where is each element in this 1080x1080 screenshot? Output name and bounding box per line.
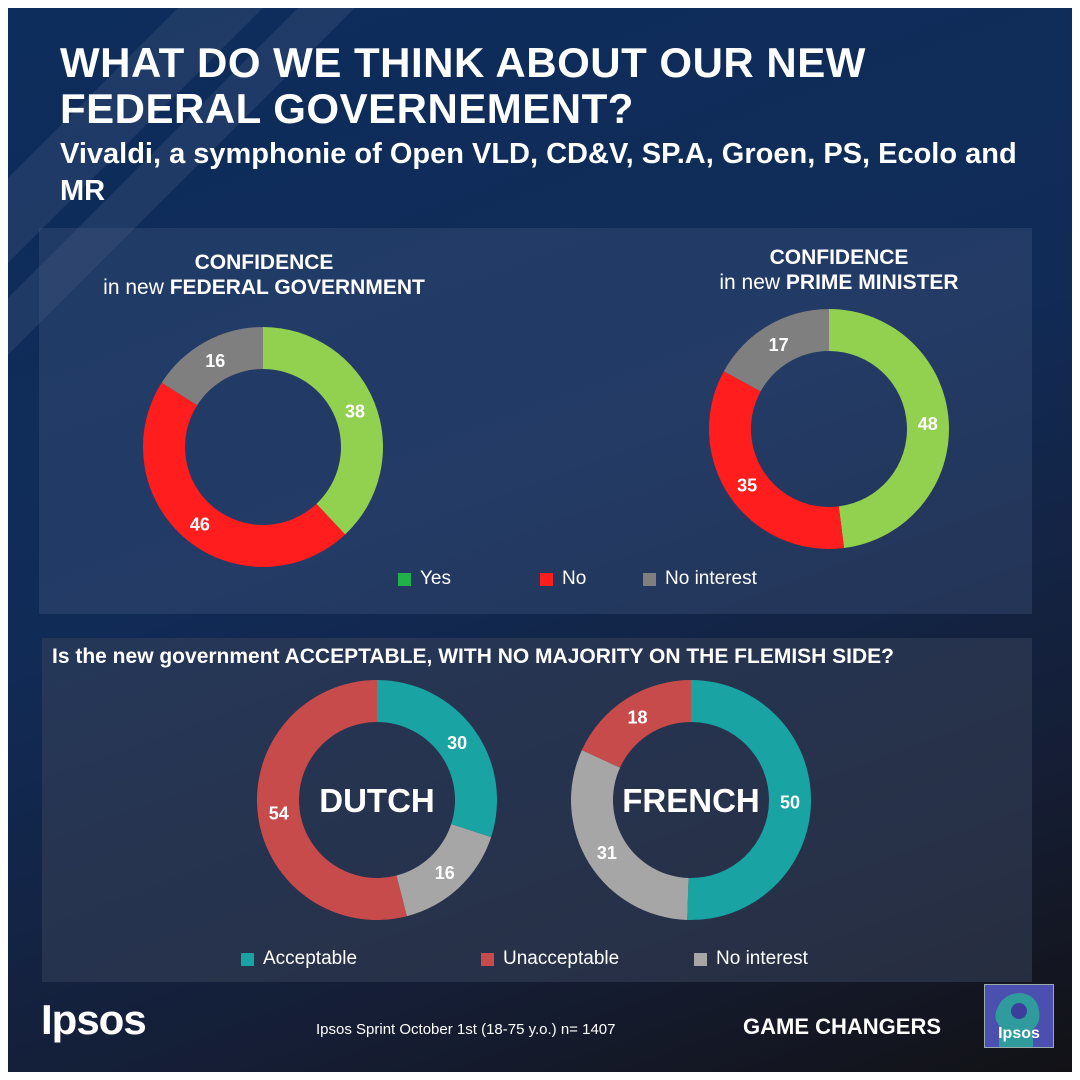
legend-label-acceptable: Acceptable xyxy=(263,948,358,969)
tagline: GAME CHANGERS xyxy=(743,1014,942,1039)
chart2-heading-line1: CONFIDENCE xyxy=(769,246,909,269)
chart1-heading: CONFIDENCE in new FEDERAL GOVERNMENT xyxy=(59,250,469,300)
legend-yes: Yes xyxy=(398,568,451,590)
badge-text: Ipsos xyxy=(998,1025,1040,1042)
donut3-slice-acceptable xyxy=(377,680,497,838)
chart2-heading-prefix: in new xyxy=(719,271,781,294)
legend-label-no: No xyxy=(562,568,587,589)
donut3-label-no-interest: 16 xyxy=(435,863,455,883)
legend-swatch-no xyxy=(540,572,553,586)
infographic-background: WHAT DO WE THINK ABOUT OUR NEW FEDERAL G… xyxy=(8,8,1072,1072)
donut3-label-unacceptable: 54 xyxy=(269,803,289,823)
donut3-slice-unacceptable xyxy=(257,680,407,920)
donut3-slice-no-interest xyxy=(396,824,492,917)
legend-swatch-unacceptable xyxy=(481,952,494,966)
page-title: WHAT DO WE THINK ABOUT OUR NEW FEDERAL G… xyxy=(60,39,866,132)
legend-unacceptable: Unacceptable xyxy=(481,948,619,970)
donut4-slice-no-interest xyxy=(571,750,689,920)
donut3-label-acceptable: 30 xyxy=(447,733,467,753)
legend-swatch-acceptable xyxy=(241,952,254,966)
chart1-heading-line1: CONFIDENCE xyxy=(194,251,334,274)
donut2-slice-yes xyxy=(829,309,950,549)
legend-label-yes: Yes xyxy=(420,568,451,589)
chart1-heading-prefix: in new xyxy=(103,276,164,299)
donut2-label-no: 35 xyxy=(737,476,757,496)
chart2-heading: CONFIDENCE in new PRIME MINISTER xyxy=(629,245,1049,295)
donut-charts: 38 46 16 48 35 17 30 16 54 DUTCH 50 31 18 FRENCH xyxy=(142,309,950,920)
acceptability-question: Is the new government ACCEPTABLE, WITH N… xyxy=(52,645,894,668)
donut4-label-acceptable: 50 xyxy=(780,793,800,813)
legend-label-no-interest: No interest xyxy=(665,568,757,589)
donut1-slice-yes xyxy=(263,327,384,535)
donut4-label-unacceptable: 18 xyxy=(627,708,647,728)
legend-no-interest: No interest xyxy=(643,568,757,590)
donut2-slice-no xyxy=(709,371,845,549)
donut2-slice-no-interest xyxy=(723,309,829,392)
donut2-label-no-interest: 17 xyxy=(769,335,789,355)
donut1-label-no: 46 xyxy=(190,514,210,534)
donut4-label-no-interest: 31 xyxy=(597,843,617,863)
source-note: Ipsos Sprint October 1st (18-75 y.o.) n=… xyxy=(316,1021,616,1038)
legend-swatch-yes xyxy=(398,572,411,586)
donut1-slice-no xyxy=(142,382,346,568)
legend-no: No xyxy=(540,568,586,590)
donut2-label-yes: 48 xyxy=(918,414,938,434)
acceptability-panel xyxy=(42,638,1032,982)
chart1-heading-strong: FEDERAL GOVERNMENT xyxy=(169,276,425,299)
donut1-slice-no-interest xyxy=(161,327,263,406)
donut3-center-title: DUTCH xyxy=(319,782,434,819)
head-silhouette-icon xyxy=(995,993,1040,1047)
chart2-heading-strong: PRIME MINISTER xyxy=(785,271,959,294)
donut4-slice-unacceptable xyxy=(581,680,691,768)
donut4-center-title: FRENCH xyxy=(622,782,760,819)
legend-swatch-no-interest xyxy=(643,572,656,586)
legend-label-unacceptable: Unacceptable xyxy=(503,948,620,969)
legend-bottom-no-interest: No interest xyxy=(694,948,808,970)
page-subtitle: Vivaldi, a symphonie of Open VLD, CD&V, … xyxy=(60,138,1017,207)
ipsos-logo: Ipsos xyxy=(41,996,147,1043)
donut1-label-yes: 38 xyxy=(345,402,365,422)
ipsos-badge: Ipsos xyxy=(984,984,1054,1048)
legend-label-bottom-no-interest: No interest xyxy=(716,948,808,969)
legend-acceptable: Acceptable xyxy=(241,948,357,970)
legend-swatch-bottom-no-interest xyxy=(694,952,707,966)
donut4-slice-acceptable xyxy=(687,680,812,920)
donut1-label-no-interest: 16 xyxy=(205,351,225,371)
